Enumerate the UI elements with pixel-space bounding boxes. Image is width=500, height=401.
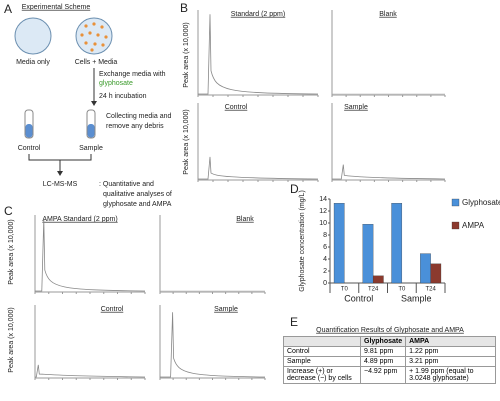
label: LC-MS-MS (43, 181, 78, 188)
results-table: Glyphosate AMPA Control 9.81 ppm 1.22 ppm S… (283, 336, 496, 384)
y-axis-label: Peak area (x 10,000) (8, 219, 15, 284)
chromatogram (332, 164, 446, 180)
table-cell: 9.81 ppm (359, 346, 407, 357)
legend-label: Glyphosate (462, 198, 500, 207)
label: 24 h incubation (99, 93, 147, 100)
y-tick-label: 8 (323, 232, 327, 239)
bar (362, 224, 374, 284)
y-axis-label: Peak area (x 10,000) (8, 307, 15, 372)
arrow-head (91, 101, 97, 106)
label: : Quantitative and (99, 181, 154, 188)
label: remove any debris (106, 123, 164, 130)
x-tick-label: T0 (398, 287, 406, 293)
scheme-title: Experimental Scheme (22, 4, 91, 11)
panel-letter: A (4, 2, 12, 16)
table-cell: 1.22 ppm (405, 346, 496, 357)
label: Cells + Media (75, 59, 118, 66)
plot-title: Sample (214, 306, 238, 313)
y-tick-label: 0 (323, 280, 327, 287)
y-tick-label: 2 (323, 268, 327, 275)
table-row: Control 9.81 ppm 1.22 ppm (283, 346, 496, 357)
chromatogram (160, 312, 266, 378)
bar (420, 253, 431, 284)
header-row: Glyphosate AMPA (283, 336, 496, 347)
table-cell: 3.21 ppm (405, 356, 496, 367)
table-title: Quantification Results of Glyphosate and… (316, 327, 464, 334)
label: Control (18, 145, 41, 152)
table-cell: + 1.99 ppm (equal to 3.0248 glyphosate) (405, 366, 496, 384)
table-cell: Sample (283, 356, 361, 367)
chromatogram (35, 364, 146, 378)
table-row: Sample 4.89 ppm 3.21 ppm (283, 356, 496, 367)
y-tick-label: 6 (323, 244, 327, 251)
bar (391, 203, 403, 284)
label: Collecting media and (106, 113, 171, 120)
x-tick-label: T0 (341, 287, 349, 293)
group-label: Sample (401, 293, 432, 303)
cells (80, 22, 108, 52)
legend-swatch (451, 221, 460, 230)
panel-letter: B (180, 1, 188, 15)
x-tick-label: T24 (425, 287, 436, 293)
panel-letter: D (290, 182, 299, 196)
label: glyphosate (99, 80, 133, 87)
legend-swatch (451, 198, 460, 207)
y-axis-label: Glyphosate concentration (mg/L) (299, 190, 306, 292)
bar (430, 263, 442, 284)
x-tick-label: T24 (368, 287, 379, 293)
legend-label: AMPA (462, 221, 485, 230)
plot-title: Control (101, 306, 124, 313)
panel-letter: C (4, 204, 13, 218)
dish (14, 17, 52, 55)
arrow-head (57, 171, 63, 176)
label: Sample (79, 145, 103, 152)
chromatogram (198, 14, 319, 95)
bar (372, 275, 384, 284)
plot-title: Control (225, 104, 248, 111)
table-cell: Control (283, 346, 361, 357)
bar (333, 203, 345, 284)
tube-fill (25, 124, 33, 138)
y-axis-label: Peak area (x 10,000) (183, 109, 190, 174)
y-tick-label: 14 (319, 196, 327, 203)
table-cell: 4.89 ppm (359, 356, 407, 367)
y-axis-label: Peak area (x 10,000) (183, 22, 190, 87)
header-cell: Glyphosate (359, 336, 407, 347)
table-row: Increase (+) or decrease (−) by cells −4.… (283, 366, 496, 384)
plot-title: Blank (379, 11, 397, 18)
plot-title: AMPA Standard (2 ppm) (42, 216, 117, 223)
label: qualitative analyses of (103, 191, 172, 198)
chromatogram (35, 218, 146, 292)
plot-title: Blank (236, 216, 254, 223)
label: Exchange media with (99, 71, 166, 78)
y-tick-label: 4 (323, 256, 327, 263)
table-cell: −4.92 ppm (359, 366, 407, 384)
chromatogram (198, 156, 319, 180)
table-cell: Increase (+) or decrease (−) by cells (283, 366, 361, 384)
panel-letter: E (290, 315, 298, 329)
plot-title: Standard (2 ppm) (231, 11, 285, 18)
header-cell: AMPA (405, 336, 496, 347)
label: Media only (16, 59, 50, 66)
label: glyphosate and AMPA (103, 201, 172, 208)
tube-fill (87, 124, 95, 138)
y-tick-label: 12 (319, 208, 327, 215)
y-tick-label: 10 (319, 220, 327, 227)
group-label: Control (344, 293, 373, 303)
plot-title: Sample (344, 104, 368, 111)
header-cell (283, 336, 361, 347)
